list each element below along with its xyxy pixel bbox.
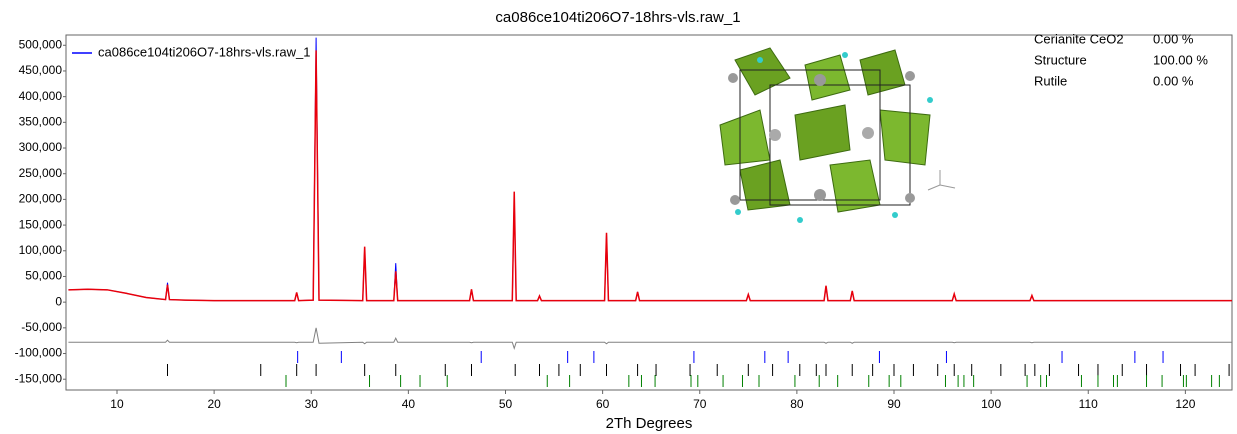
x-tick-label: 30: [305, 397, 319, 411]
legend-label: ca086ce104ti206O7-18hrs-vls.raw_1: [98, 44, 310, 59]
phase-name: Cerianite CeO2: [1034, 31, 1124, 46]
y-tick-label: 350,000: [19, 115, 63, 129]
y-tick-label: 450,000: [19, 63, 63, 77]
y-tick-label: 500,000: [19, 37, 63, 51]
y-tick-label: 150,000: [19, 217, 63, 231]
x-tick-label: 60: [596, 397, 610, 411]
plot-frame: [65, 34, 1233, 391]
x-tick-label: 90: [887, 397, 901, 411]
x-axis-label: 2Th Degrees: [606, 415, 693, 432]
phase-percent: 0.00 %: [1153, 31, 1194, 46]
x-tick-label: 70: [693, 397, 707, 411]
y-tick-label: -150,000: [15, 371, 63, 385]
x-tick-label: 40: [402, 397, 416, 411]
phase-percent: 100.00 %: [1153, 52, 1208, 67]
x-tick-label: 20: [207, 397, 221, 411]
x-tick-label: 10: [110, 397, 124, 411]
phase-name: Rutile: [1034, 73, 1067, 88]
x-tick-label: 80: [790, 397, 804, 411]
x-tick-label: 50: [499, 397, 513, 411]
y-tick-label: -50,000: [21, 320, 62, 334]
series-line: [68, 327, 1232, 351]
crystal-structure-inset: [719, 47, 956, 223]
y-tick-label: 100,000: [19, 243, 63, 257]
phase-name: Structure: [1034, 52, 1087, 67]
x-tick-label: 110: [1079, 397, 1098, 411]
y-tick-label: -100,000: [15, 346, 63, 360]
y-tick-label: 200,000: [19, 192, 63, 206]
series-line: [68, 50, 1232, 302]
y-tick-label: 250,000: [19, 166, 63, 180]
x-tick-label: 100: [981, 397, 1001, 411]
phase-percent: 0.00 %: [1153, 73, 1194, 88]
y-tick-label: 50,000: [25, 269, 62, 283]
chart-title: ca086ce104ti206O7-18hrs-vls.raw_1: [495, 9, 740, 26]
y-tick-label: 300,000: [19, 140, 63, 154]
y-tick-label: 400,000: [19, 89, 63, 103]
y-tick-label: 0: [55, 294, 62, 308]
x-tick-label: 120: [1175, 397, 1195, 411]
